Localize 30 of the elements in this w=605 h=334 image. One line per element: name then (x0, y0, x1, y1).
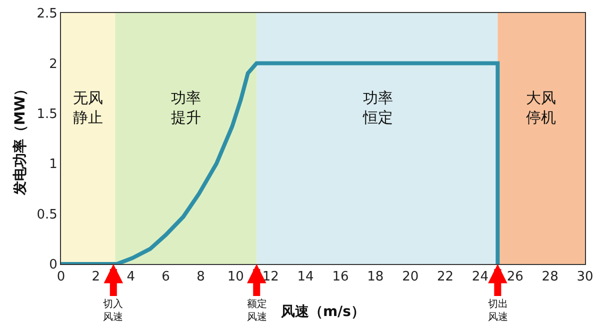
y-tick-label: 1.5 (36, 106, 58, 122)
band-label: 无风静止 (73, 89, 103, 126)
band-label: 功率提升 (171, 89, 201, 126)
x-tick-label: 10 (227, 270, 244, 285)
x-tick-label: 14 (297, 270, 314, 285)
x-tick-label: 6 (162, 270, 170, 285)
y-tick-label: 0 (49, 258, 58, 273)
x-tick-label: 28 (542, 270, 558, 285)
y-axis-title: 发电功率（MW） (11, 82, 28, 196)
y-tick-label: 0.5 (36, 207, 58, 222)
x-tick-label: 8 (196, 270, 205, 285)
band-label: 大风停机 (526, 89, 556, 126)
annotation: 额定风速 (247, 298, 267, 323)
x-tick-label: 20 (402, 270, 419, 285)
x-tick-label: 26 (506, 270, 524, 285)
x-tick-label: 24 (472, 270, 488, 285)
x-tick-label: 2 (92, 270, 100, 285)
band-label: 功率恒定 (362, 89, 393, 126)
x-axis-title: 风速（m/s） (280, 304, 366, 320)
x-tick-label: 30 (576, 270, 594, 285)
x-tick-label: 4 (126, 270, 136, 285)
x-tick-label: 18 (367, 270, 384, 285)
x-tick-label: 16 (332, 270, 349, 285)
y-tick-label: 2.5 (36, 6, 58, 22)
annotation: 切入风速 (103, 298, 123, 323)
y-tick-label: 1 (49, 157, 58, 172)
y-tick-label: 2 (49, 56, 58, 72)
annotation: 切出风速 (488, 298, 508, 323)
x-tick-label: 22 (436, 270, 454, 285)
x-tick-label: 12 (262, 270, 279, 285)
